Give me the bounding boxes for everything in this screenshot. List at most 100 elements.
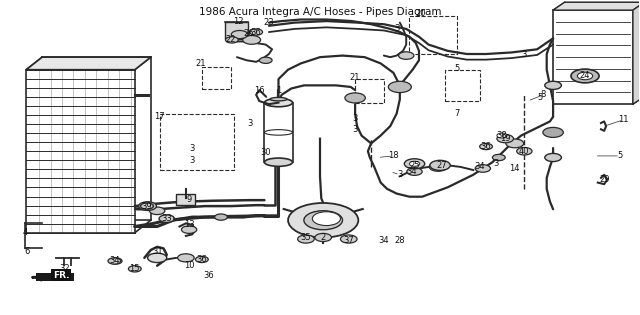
Text: 8: 8	[541, 90, 546, 99]
Text: 31: 31	[152, 247, 163, 256]
Circle shape	[315, 233, 332, 242]
Circle shape	[130, 266, 140, 271]
Polygon shape	[553, 10, 633, 104]
Circle shape	[304, 211, 342, 230]
Circle shape	[497, 133, 507, 138]
Bar	[225, 22, 248, 39]
Circle shape	[195, 256, 208, 263]
Bar	[264, 103, 292, 162]
Text: 11: 11	[618, 115, 628, 124]
Text: 9: 9	[186, 195, 192, 204]
Circle shape	[430, 160, 451, 170]
Ellipse shape	[270, 97, 287, 101]
Text: 29: 29	[599, 175, 609, 184]
Circle shape	[516, 147, 532, 155]
Circle shape	[506, 139, 524, 148]
Bar	[355, 79, 384, 103]
Polygon shape	[633, 2, 640, 104]
Circle shape	[177, 254, 194, 262]
Ellipse shape	[264, 158, 292, 166]
Circle shape	[150, 207, 165, 215]
Circle shape	[577, 72, 593, 80]
Circle shape	[429, 163, 447, 171]
Circle shape	[543, 127, 563, 137]
Text: 10: 10	[184, 261, 195, 270]
Circle shape	[340, 235, 357, 243]
Text: 39: 39	[141, 202, 152, 211]
Text: 5: 5	[454, 64, 460, 73]
Circle shape	[181, 226, 196, 233]
Text: 6: 6	[25, 247, 30, 256]
Text: 3: 3	[189, 144, 195, 152]
Text: 22: 22	[225, 35, 236, 44]
Text: 2: 2	[321, 233, 326, 242]
Text: 5: 5	[618, 152, 623, 160]
Circle shape	[129, 266, 141, 272]
Circle shape	[410, 161, 420, 166]
Text: 3: 3	[247, 118, 252, 128]
Polygon shape	[26, 70, 135, 233]
Circle shape	[492, 154, 505, 161]
Text: 21: 21	[195, 59, 206, 68]
Text: 3: 3	[353, 114, 358, 123]
Text: 3: 3	[189, 156, 195, 165]
Circle shape	[571, 69, 599, 83]
Text: 34: 34	[378, 236, 389, 245]
Circle shape	[214, 214, 227, 220]
Text: 36: 36	[251, 27, 262, 37]
Bar	[36, 272, 74, 281]
Text: 18: 18	[388, 152, 399, 160]
Circle shape	[109, 258, 122, 264]
Text: 3: 3	[493, 159, 499, 168]
Text: 19: 19	[500, 134, 511, 143]
Text: 12: 12	[233, 17, 243, 26]
Polygon shape	[26, 57, 151, 70]
Bar	[176, 193, 195, 204]
Text: 4: 4	[22, 228, 28, 237]
Text: 3: 3	[397, 170, 403, 179]
Circle shape	[312, 212, 340, 226]
Circle shape	[139, 202, 157, 210]
Text: 35: 35	[301, 233, 311, 242]
Circle shape	[148, 253, 167, 263]
Text: 3: 3	[353, 125, 358, 134]
Circle shape	[497, 135, 513, 143]
Circle shape	[108, 258, 121, 264]
Circle shape	[250, 29, 262, 35]
Text: 3: 3	[522, 49, 527, 59]
Circle shape	[159, 215, 174, 222]
Bar	[202, 66, 230, 89]
Text: 21: 21	[350, 73, 360, 82]
Text: 36: 36	[481, 142, 492, 151]
Text: 1: 1	[276, 86, 281, 94]
Text: 34: 34	[474, 163, 485, 171]
Circle shape	[288, 203, 358, 238]
Circle shape	[475, 165, 490, 172]
Circle shape	[345, 93, 365, 103]
Text: 20: 20	[415, 9, 426, 18]
Circle shape	[388, 81, 412, 93]
Circle shape	[399, 52, 414, 59]
Text: 7: 7	[454, 109, 460, 118]
Text: 17: 17	[154, 112, 164, 121]
Circle shape	[479, 143, 492, 150]
Text: 26: 26	[243, 29, 254, 38]
Circle shape	[259, 57, 272, 63]
Text: 34: 34	[109, 256, 120, 266]
Ellipse shape	[264, 99, 292, 107]
Bar	[445, 70, 479, 101]
Text: 40: 40	[519, 147, 530, 156]
Circle shape	[298, 235, 314, 243]
Text: 30: 30	[260, 148, 271, 157]
Text: 36: 36	[203, 271, 214, 280]
Text: 13: 13	[184, 220, 195, 229]
Text: 34: 34	[406, 167, 417, 176]
Bar	[410, 16, 458, 54]
Text: 25: 25	[409, 161, 420, 170]
Circle shape	[545, 81, 561, 89]
Text: 28: 28	[394, 236, 405, 245]
Circle shape	[231, 31, 248, 39]
Text: 16: 16	[254, 86, 265, 94]
Text: 3: 3	[394, 25, 399, 33]
Circle shape	[225, 37, 238, 43]
